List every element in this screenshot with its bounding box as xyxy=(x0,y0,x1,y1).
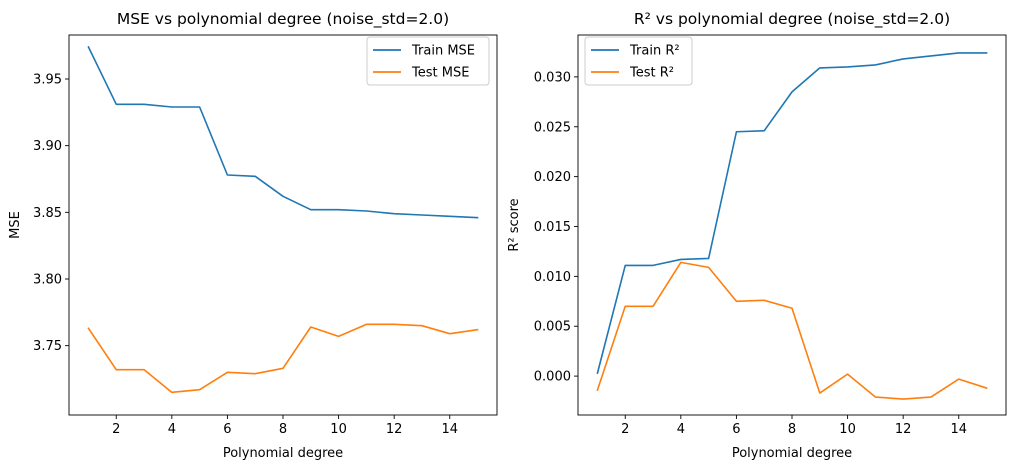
chart-1-y-axis-label: MSE xyxy=(8,211,23,239)
chart-2-ytick-label: 0.010 xyxy=(534,270,571,285)
chart-1-ytick-label: 3.80 xyxy=(33,273,62,288)
chart-1-xtick-label: 2 xyxy=(112,422,120,437)
chart-2-axes: 2 4 6 8 10 12 14 0.000 0.005 0.010 0.015 0.020 0.025… xyxy=(507,10,1007,461)
chart-1-ytick-label: 3.90 xyxy=(33,139,62,154)
chart-2-xtick-label: 4 xyxy=(677,422,685,437)
chart-1-xtick-label: 10 xyxy=(330,422,347,437)
chart-2-xtick-label: 8 xyxy=(788,422,796,437)
chart-1-legend-label-2: Test MSE xyxy=(411,66,469,81)
chart-2-legend: Train R² Test R² xyxy=(584,36,693,86)
chart-1-title: MSE vs polynomial degree (noise_std=2.0) xyxy=(117,10,449,29)
chart-1-ytick-label: 3.85 xyxy=(33,206,62,221)
chart-2-xtick-label: 14 xyxy=(950,422,967,437)
chart-2-xtick-label: 6 xyxy=(732,422,740,437)
chart-2-title: R² vs polynomial degree (noise_std=2.0) xyxy=(634,10,950,29)
chart-1-xtick-label: 6 xyxy=(223,422,231,437)
chart-2-ytick-label: 0.000 xyxy=(534,370,571,385)
chart-2-legend-label-2: Test R² xyxy=(629,66,674,81)
chart-2-ytick-label: 0.030 xyxy=(534,70,571,85)
chart-1-plot-frame xyxy=(68,34,498,416)
chart-1-legend: Train MSE Test MSE xyxy=(366,36,490,86)
chart-1-series-line-1 xyxy=(87,45,479,219)
chart-1-ytick-label: 3.75 xyxy=(33,339,62,354)
chart-2-y-axis-label: R² score xyxy=(507,198,522,251)
chart-2-ytick-label: 0.020 xyxy=(534,170,571,185)
chart-1-xtick-label: 8 xyxy=(279,422,287,437)
chart-2-xtick-label: 2 xyxy=(621,422,629,437)
chart-2-x-axis-label: Polynomial degree xyxy=(732,446,852,461)
chart-1-x-axis-label: Polynomial degree xyxy=(223,446,343,461)
chart-1-xtick-label: 4 xyxy=(168,422,176,437)
chart-1-axes: 2 4 6 8 10 12 14 3.75 3.80 3.85 3.90 3.95 MSE vs pol… xyxy=(8,10,498,461)
chart-2-ytick-label: 0.025 xyxy=(534,120,571,135)
chart-1-xtick-label: 12 xyxy=(386,422,403,437)
chart-2-series-line-1 xyxy=(596,52,988,375)
chart-1-ytick-label: 3.95 xyxy=(33,73,62,88)
chart-1-xtick-label: 14 xyxy=(441,422,458,437)
chart-1-series-line-2 xyxy=(87,323,479,394)
chart-1-legend-box xyxy=(366,36,490,86)
chart-2-legend-box xyxy=(584,36,693,86)
chart-1-legend-label-1: Train MSE xyxy=(411,44,475,59)
chart-2-series-line-2 xyxy=(596,261,988,400)
chart-2-xtick-label: 10 xyxy=(839,422,856,437)
chart-2-ytick-label: 0.015 xyxy=(534,220,571,235)
chart-2-ytick-label: 0.005 xyxy=(534,320,571,335)
chart-2-legend-label-1: Train R² xyxy=(629,44,680,59)
chart-2-xtick-label: 12 xyxy=(895,422,912,437)
